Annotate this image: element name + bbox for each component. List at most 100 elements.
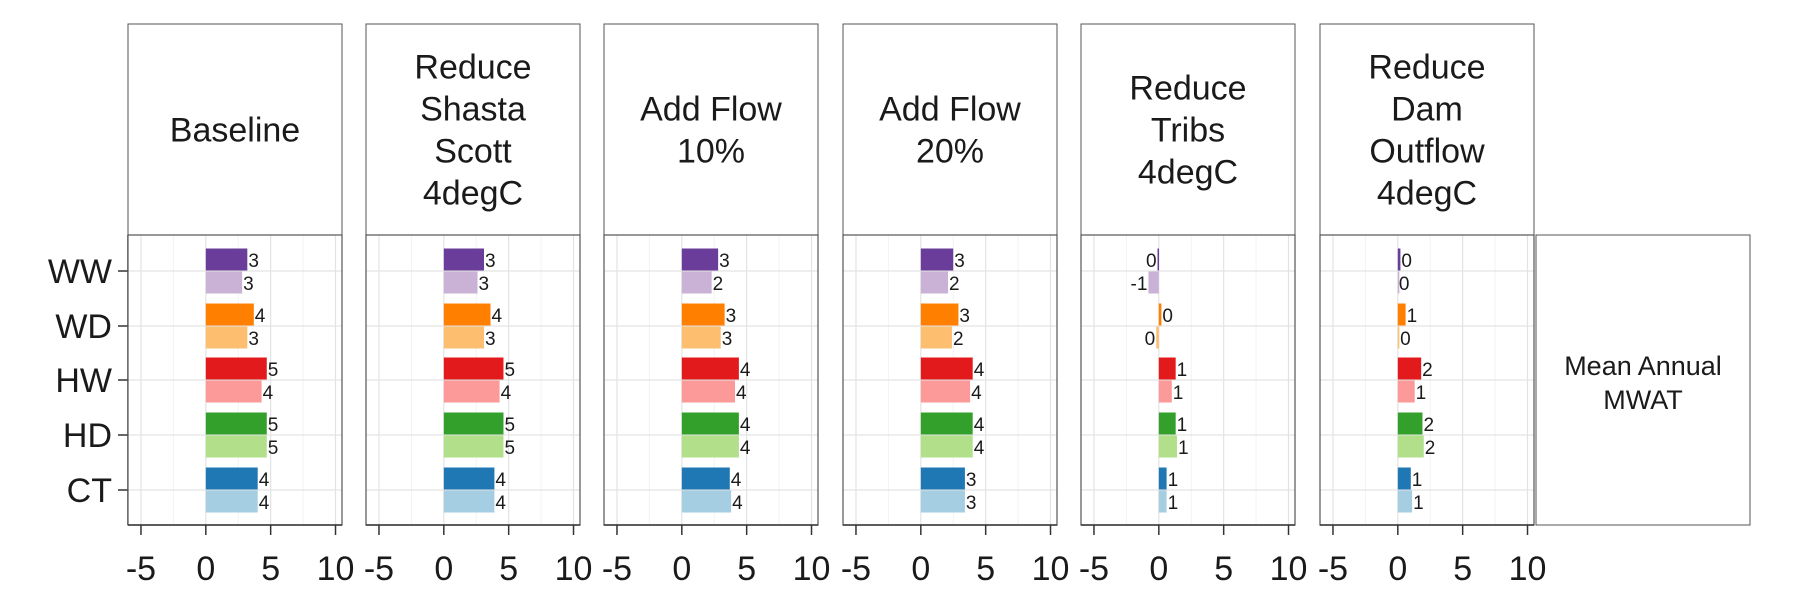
panel-title-line: Tribs — [1151, 112, 1225, 150]
panel-title-line: Shasta — [420, 91, 526, 129]
bar-hw-1 — [920, 357, 973, 380]
bar-value-label: 0 — [1146, 251, 1157, 272]
bar-hw-2 — [920, 380, 971, 403]
panel-strip — [365, 23, 581, 236]
bar-value-label: 4 — [732, 493, 743, 514]
x-tick-label: -5 — [602, 550, 632, 588]
bar-value-label: 1 — [1177, 415, 1188, 436]
bar-value-label: 4 — [263, 383, 274, 404]
x-tick-label: 5 — [261, 550, 280, 588]
bar-value-label: 4 — [736, 383, 747, 404]
bar-value-label: 3 — [479, 274, 490, 295]
panel-strip — [603, 23, 819, 236]
bar-value-label: 0 — [1399, 274, 1410, 295]
bar-ww-2 — [205, 271, 243, 294]
bar-value-label: 4 — [731, 470, 742, 491]
bar-wd-1 — [443, 303, 491, 326]
panel-title-line: Outflow — [1369, 133, 1485, 171]
bar-ct-1 — [920, 467, 965, 490]
x-tick-label: -5 — [1079, 550, 1109, 588]
bar-ct-1 — [205, 467, 258, 490]
bar-hw-2 — [1397, 380, 1415, 403]
bar-value-label: 1 — [1177, 360, 1188, 381]
x-tick-label: 0 — [1149, 550, 1168, 588]
bar-wd-1 — [681, 303, 725, 326]
row-label-ct: CT — [67, 472, 112, 510]
bar-ww-1 — [205, 248, 248, 271]
bar-value-label: 2 — [1423, 415, 1434, 436]
bar-value-label: 0 — [1400, 329, 1411, 350]
bar-ww-1 — [443, 248, 485, 271]
panel-title-line: 20% — [916, 133, 984, 171]
bar-value-label: 5 — [268, 360, 279, 381]
bar-value-label: 4 — [495, 470, 506, 491]
bar-wd-2 — [443, 326, 485, 349]
bar-wd-1 — [1397, 303, 1406, 326]
bar-ct-2 — [1158, 490, 1167, 513]
x-tick-label: 10 — [793, 550, 831, 588]
bar-wd-1 — [205, 303, 254, 326]
bar-hd-2 — [1397, 435, 1424, 458]
bar-value-label: 1 — [1168, 470, 1179, 491]
panel-title-line: Add Flow — [640, 91, 782, 129]
bar-ct-1 — [1397, 467, 1411, 490]
bar-value-label: 5 — [504, 360, 515, 381]
row-label-wd: WD — [55, 308, 112, 346]
bar-ww-1 — [920, 248, 954, 271]
x-tick-label: -5 — [1318, 550, 1348, 588]
bar-ww-2 — [443, 271, 478, 294]
x-tick-label: 10 — [555, 550, 593, 588]
bar-hw-2 — [1158, 380, 1172, 403]
bar-value-label: 1 — [1173, 383, 1184, 404]
x-tick-label: 0 — [1388, 550, 1407, 588]
x-tick-label: 0 — [911, 550, 930, 588]
x-tick-label: -5 — [126, 550, 156, 588]
bar-ct-2 — [1397, 490, 1413, 513]
bar-value-label: 2 — [713, 274, 724, 295]
bar-hw-1 — [205, 357, 267, 380]
bar-hd-2 — [443, 435, 504, 458]
bar-value-label: 5 — [504, 415, 515, 436]
bar-value-label: 1 — [1168, 493, 1179, 514]
row-label-hw: HW — [55, 362, 112, 400]
side-strip — [1535, 234, 1751, 526]
bar-value-label: 5 — [268, 438, 279, 459]
x-tick-label: 10 — [1270, 550, 1308, 588]
x-tick-label: 5 — [737, 550, 756, 588]
x-tick-label: 0 — [434, 550, 453, 588]
row-label-ww: WW — [48, 253, 112, 291]
bar-wd-2 — [920, 326, 952, 349]
bar-value-label: 3 — [485, 251, 496, 272]
bar-ct-2 — [205, 490, 258, 513]
bar-ct-2 — [920, 490, 965, 513]
bar-value-label: 1 — [1178, 438, 1189, 459]
x-tick-label: 0 — [672, 550, 691, 588]
bar-hd-2 — [681, 435, 739, 458]
x-tick-label: 10 — [1032, 550, 1070, 588]
panel-title-line: 4degC — [1377, 175, 1477, 213]
x-tick-label: 0 — [196, 550, 215, 588]
bar-hd-1 — [1397, 412, 1423, 435]
side-label-line: Mean Annual — [1564, 351, 1722, 381]
bar-ct-2 — [443, 490, 495, 513]
bar-value-label: 4 — [974, 415, 985, 436]
bar-value-label: 4 — [974, 438, 985, 459]
panel-strip — [1319, 23, 1535, 236]
x-tick-label: 10 — [317, 550, 355, 588]
x-tick-label: 5 — [499, 550, 518, 588]
bar-value-label: 4 — [974, 360, 985, 381]
bar-ww-1 — [681, 248, 719, 271]
panel-title-line: Reduce — [1129, 70, 1246, 108]
bar-wd-2 — [205, 326, 248, 349]
bar-hw-1 — [443, 357, 504, 380]
bar-value-label: 0 — [1145, 329, 1156, 350]
bar-hw-2 — [681, 380, 735, 403]
panel-title-line: Baseline — [170, 112, 300, 150]
bar-hw-2 — [443, 380, 500, 403]
bar-value-label: 3 — [966, 493, 977, 514]
bar-ww-2 — [681, 271, 712, 294]
bar-hd-2 — [205, 435, 267, 458]
